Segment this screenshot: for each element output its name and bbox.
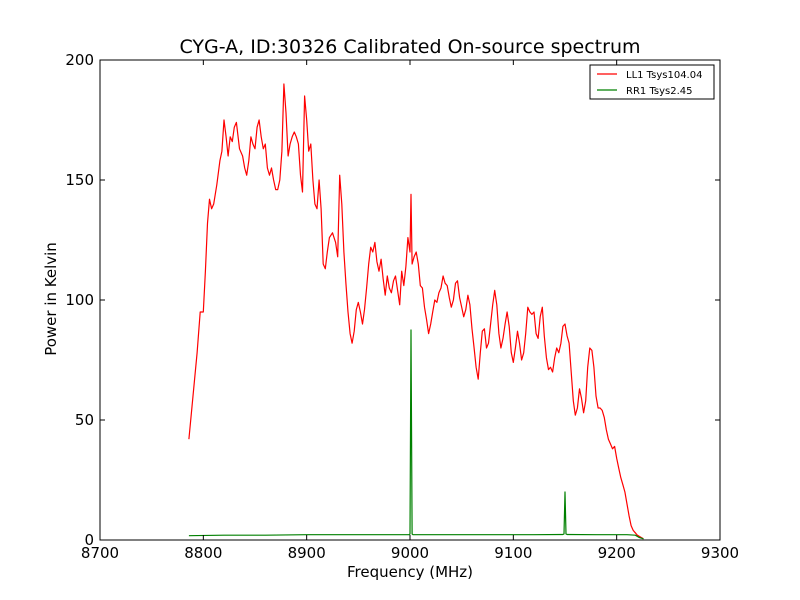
legend-box [589, 64, 715, 100]
y-tick-label: 100 [65, 291, 94, 309]
legend: LL1 Tsys104.04 RR1 Tsys2.45 [589, 64, 715, 100]
chart-title: CYG-A, ID:30326 Calibrated On-source spe… [179, 36, 640, 58]
y-tick-label: 0 [84, 531, 94, 549]
x-tick-label: 9300 [701, 544, 739, 562]
y-tick-label: 200 [65, 51, 94, 69]
series-line-ll1 [188, 83, 644, 540]
y-tick-label: 150 [65, 171, 94, 189]
x-axis-label: Frequency (MHz) [347, 563, 473, 581]
tick-layer: 8700 8800 8900 9000 9100 9200 9300 0 50 100 150 200 [65, 51, 739, 562]
legend-label: LL1 Tsys104.04 [626, 70, 702, 81]
series-layer [188, 83, 644, 540]
x-tick-label: 8700 [81, 544, 119, 562]
x-tick-label: 9200 [598, 544, 636, 562]
x-tick-label: 8900 [288, 544, 326, 562]
y-axis-label: Power in Kelvin [42, 242, 60, 356]
legend-label: RR1 Tsys2.45 [626, 86, 693, 97]
x-tick-label: 9000 [391, 544, 429, 562]
plot-area: 8700 8800 8900 9000 9100 9200 9300 0 50 100 150 200 [65, 51, 739, 562]
series-line-rr1 [188, 329, 644, 540]
x-tick-label: 8800 [184, 544, 222, 562]
x-tick-label: 9100 [494, 544, 532, 562]
y-tick-label: 50 [75, 411, 94, 429]
